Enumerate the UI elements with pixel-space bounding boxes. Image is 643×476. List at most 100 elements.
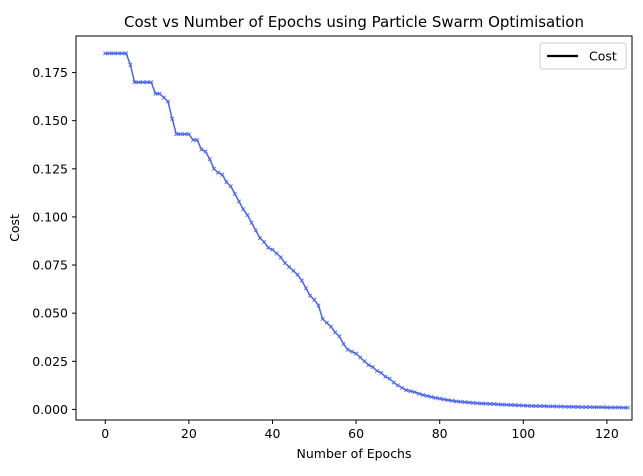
data-point-marker (588, 404, 593, 410)
data-point-marker (500, 402, 505, 407)
data-point-marker (115, 51, 120, 56)
data-point-marker (232, 191, 237, 196)
data-point-marker (282, 261, 288, 266)
data-point-marker (149, 80, 154, 85)
data-point-marker (111, 51, 116, 56)
data-point-marker (466, 400, 472, 405)
data-point-marker (303, 286, 309, 291)
data-point-marker (203, 149, 208, 154)
data-point-marker (119, 51, 125, 56)
data-point-marker (216, 170, 221, 175)
data-point-marker (341, 341, 346, 347)
data-point-marker (153, 91, 158, 96)
data-point-marker (604, 405, 610, 410)
data-point-marker (504, 402, 509, 407)
y-tick-label: 0.075 (32, 258, 68, 273)
data-point-marker (429, 394, 434, 400)
data-point-marker (278, 255, 283, 260)
y-tick-label: 0.100 (32, 209, 68, 224)
data-point-marker (379, 370, 384, 375)
data-point-marker (491, 401, 497, 407)
x-tick-label: 120 (595, 426, 619, 441)
data-point-marker (207, 157, 212, 162)
data-point-marker (307, 293, 313, 298)
data-point-marker (241, 207, 246, 212)
data-point-marker (558, 404, 564, 409)
x-tick-label: 80 (432, 426, 448, 441)
data-point-marker (567, 404, 572, 409)
data-point-marker (328, 324, 334, 329)
data-point-marker (366, 363, 371, 368)
data-point-marker (220, 172, 225, 177)
data-point-marker (562, 404, 568, 409)
data-point-marker (546, 404, 551, 409)
data-point-marker (525, 403, 530, 408)
legend: Cost (539, 42, 627, 70)
data-point-marker (517, 403, 522, 408)
data-point-marker (178, 132, 183, 137)
x-tick-label: 40 (265, 426, 281, 441)
data-point-marker (266, 245, 271, 250)
y-tick-label: 0.125 (32, 161, 68, 176)
y-tick-label: 0.175 (32, 65, 68, 80)
data-point-marker (333, 330, 338, 335)
data-point-marker (236, 199, 242, 204)
data-point-marker (496, 402, 501, 407)
data-point-marker (554, 404, 559, 409)
data-point-marker (182, 132, 187, 137)
data-point-marker (245, 212, 250, 218)
data-point-marker (270, 247, 275, 252)
data-point-marker (353, 351, 359, 356)
data-point-marker (391, 380, 396, 385)
data-point-marker (140, 80, 146, 85)
data-point-marker (425, 393, 430, 399)
data-point-marker (471, 400, 476, 405)
data-point-marker (450, 398, 455, 403)
data-point-marker (349, 349, 355, 354)
y-axis-label: Cost (7, 214, 22, 242)
data-point-marker (437, 396, 442, 401)
data-point-marker (617, 405, 622, 410)
legend-label-cost: Cost (589, 49, 617, 64)
data-point-marker (542, 404, 547, 409)
data-point-marker (521, 403, 526, 408)
data-point-marker (362, 359, 367, 364)
series-cost (103, 51, 630, 410)
data-point-marker (249, 220, 254, 225)
data-point-marker (287, 264, 292, 270)
data-point-marker (161, 95, 166, 100)
data-point-marker (190, 137, 196, 143)
data-point-marker (462, 399, 467, 405)
data-point-marker (274, 251, 279, 256)
data-point-marker (144, 80, 150, 85)
data-point-marker (383, 374, 388, 379)
data-point-marker (170, 116, 175, 121)
data-point-marker (257, 235, 263, 241)
data-point-marker (157, 91, 162, 96)
data-point-marker (533, 403, 538, 409)
data-point-marker (174, 132, 179, 137)
data-point-marker (132, 80, 137, 85)
data-point-marker (320, 316, 325, 322)
data-point-marker (186, 132, 191, 137)
data-point-marker (508, 402, 513, 408)
data-point-marker (579, 404, 584, 410)
y-axis-ticks: 0.000 0.025 0.050 0.075 0.100 0.125 0.150 0.175 (32, 65, 76, 417)
y-tick-label: 0.025 (32, 354, 68, 369)
data-point-marker (107, 51, 112, 56)
data-point-marker (592, 405, 597, 410)
y-tick-label: 0.000 (32, 402, 68, 417)
data-point-marker (596, 405, 601, 410)
data-point-marker (399, 385, 405, 390)
data-point-marker (291, 268, 296, 273)
legend-box (539, 42, 627, 70)
data-point-marker (408, 389, 413, 394)
data-point-marker (316, 303, 321, 308)
data-point-marker (370, 364, 375, 370)
data-point-marker (404, 388, 409, 393)
data-point-marker (613, 405, 618, 410)
chart-title: Cost vs Number of Epochs using Particle … (124, 13, 584, 31)
data-point-marker (224, 180, 229, 185)
data-point-marker (529, 403, 534, 409)
data-point-marker (420, 392, 426, 398)
